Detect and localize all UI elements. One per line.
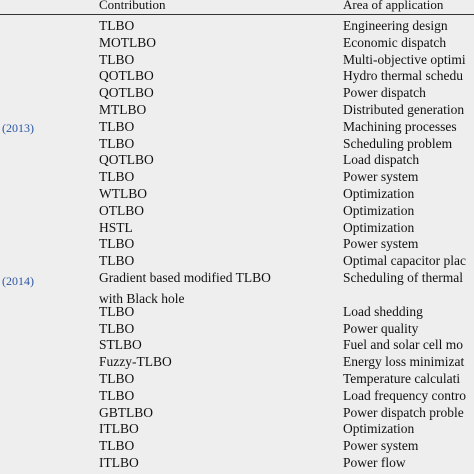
table-cell-contribution: WTLBO bbox=[99, 186, 147, 201]
table-cell-area: Energy loss minimizat bbox=[343, 354, 465, 370]
table-cell-contribution: TLBO bbox=[99, 253, 135, 269]
year-label-2014: (2014) bbox=[2, 274, 34, 288]
table-row: Gradient based modified TLBO Scheduling o… bbox=[0, 269, 474, 286]
table-cell-area: Power flow bbox=[343, 455, 406, 470]
table-cell-contribution-continuation: with Black hole bbox=[99, 291, 185, 306]
table-cell-area: Distributed generation bbox=[343, 102, 465, 117]
table-cell-contribution: ITLBO bbox=[99, 421, 139, 437]
table-cell-area: Power quality bbox=[343, 320, 419, 336]
table-row: ITLBO Power flow bbox=[0, 454, 474, 471]
table-cell-contribution: TLBO bbox=[99, 236, 135, 252]
table-cell-contribution: TLBO bbox=[99, 303, 135, 319]
table-row: MTLBO Distributed generation bbox=[0, 101, 474, 118]
table-cell-contribution: Gradient based modified TLBO bbox=[99, 270, 271, 285]
table-row: TLBO Scheduling problem bbox=[0, 135, 474, 152]
table-cell-area: Economic dispatch bbox=[343, 34, 447, 50]
table-cell-area: Optimization bbox=[343, 186, 415, 201]
table-cell-contribution: GBTLBO bbox=[99, 404, 153, 420]
table-cell-area: Optimization bbox=[343, 421, 415, 437]
table-row: ITLBO Optimization bbox=[0, 420, 474, 437]
table-cell-contribution: QOTLBO bbox=[99, 85, 154, 101]
table-row: TLBO Power system bbox=[0, 437, 474, 454]
table-cell-area: Load dispatch bbox=[343, 152, 420, 168]
table-cell-area: Scheduling problem bbox=[343, 135, 453, 151]
table-cell-contribution: Fuzzy-TLBO bbox=[99, 354, 172, 370]
table-cell-area: Machining processes bbox=[343, 118, 457, 134]
table-cell-area: Temperature calculati bbox=[343, 371, 461, 386]
table-cell-area: Multi-objective optimi bbox=[343, 51, 466, 67]
table-cell-area: Optimization bbox=[343, 202, 415, 218]
table-cell-area: Scheduling of thermal bbox=[343, 270, 463, 285]
table-cell-area: Engineering design bbox=[343, 18, 448, 33]
table-row: TLBO Machining processes bbox=[0, 118, 474, 135]
table-cell-area: Fuel and solar cell mo bbox=[343, 337, 463, 353]
table-cell-area: Power system bbox=[343, 169, 419, 185]
table-row: TLBO Load frequency contro bbox=[0, 387, 474, 404]
table-cell-area: Hydro thermal schedu bbox=[343, 68, 463, 84]
table-row: TLBO Engineering design bbox=[0, 17, 474, 34]
table-cell-contribution: QOTLBO bbox=[99, 152, 154, 168]
table-cell-area: Optimization bbox=[343, 219, 415, 235]
table-cell-contribution: STLBO bbox=[99, 337, 142, 353]
table-row: QOTLBO Load dispatch bbox=[0, 151, 474, 168]
table-row: TLBO Power system bbox=[0, 168, 474, 185]
table-cell-contribution: TLBO bbox=[99, 320, 135, 336]
table-row: HSTL Optimization bbox=[0, 219, 474, 236]
table-row: Fuzzy-TLBO Energy loss minimizat bbox=[0, 353, 474, 370]
table-cell-contribution: TLBO bbox=[99, 371, 135, 386]
table-cell-contribution: TLBO bbox=[99, 169, 135, 185]
table-cell-area: Optimal capacitor plac bbox=[343, 253, 466, 269]
table-cell-contribution: ITLBO bbox=[99, 455, 139, 470]
header-area-of-application: Area of application bbox=[343, 0, 444, 12]
table-cell-area: Power dispatch bbox=[343, 85, 426, 101]
table-cell-contribution: TLBO bbox=[99, 18, 135, 33]
table-cell-area: Power dispatch proble bbox=[343, 404, 464, 420]
table-row: TLBO Multi-objective optimi bbox=[0, 51, 474, 68]
table-row: WTLBO Optimization bbox=[0, 185, 474, 202]
table-cell-contribution: TLBO bbox=[99, 135, 135, 151]
table-cell-area: Power system bbox=[343, 438, 419, 454]
table-cell-contribution: TLBO bbox=[99, 118, 135, 134]
table-row: MOTLBO Economic dispatch bbox=[0, 34, 474, 51]
table-row: TLBO Power system bbox=[0, 235, 474, 252]
table-cell-contribution: TLBO bbox=[99, 51, 135, 67]
table-row: TLBO Optimal capacitor plac bbox=[0, 252, 474, 269]
table-cell-contribution: QOTLBO bbox=[99, 68, 154, 84]
table-cell-area: Load frequency contro bbox=[343, 387, 466, 403]
table-cell-area: Power system bbox=[343, 236, 419, 252]
table-row: TLBO Load shedding bbox=[0, 303, 474, 320]
table-row: TLBO Power quality bbox=[0, 320, 474, 337]
table-cell-area: Load shedding bbox=[343, 303, 423, 319]
header-contribution: Contribution bbox=[99, 0, 166, 12]
table-row: QOTLBO Power dispatch bbox=[0, 84, 474, 101]
header-rule bbox=[0, 14, 474, 15]
table-row: STLBO Fuel and solar cell mo bbox=[0, 336, 474, 353]
table-cell-contribution: OTLBO bbox=[99, 202, 144, 218]
table-cell-contribution: TLBO bbox=[99, 438, 135, 454]
table-cell-contribution: MTLBO bbox=[99, 102, 147, 117]
year-label-2013: (2013) bbox=[2, 121, 34, 135]
table-cell-contribution: MOTLBO bbox=[99, 34, 156, 50]
table-row: GBTLBO Power dispatch proble bbox=[0, 404, 474, 421]
table-row: TLBO Temperature calculati bbox=[0, 370, 474, 387]
table-row: OTLBO Optimization bbox=[0, 202, 474, 219]
table-row: QOTLBO Hydro thermal schedu bbox=[0, 67, 474, 84]
table-cell-contribution: TLBO bbox=[99, 387, 135, 403]
table-cell-contribution: HSTL bbox=[99, 219, 133, 235]
